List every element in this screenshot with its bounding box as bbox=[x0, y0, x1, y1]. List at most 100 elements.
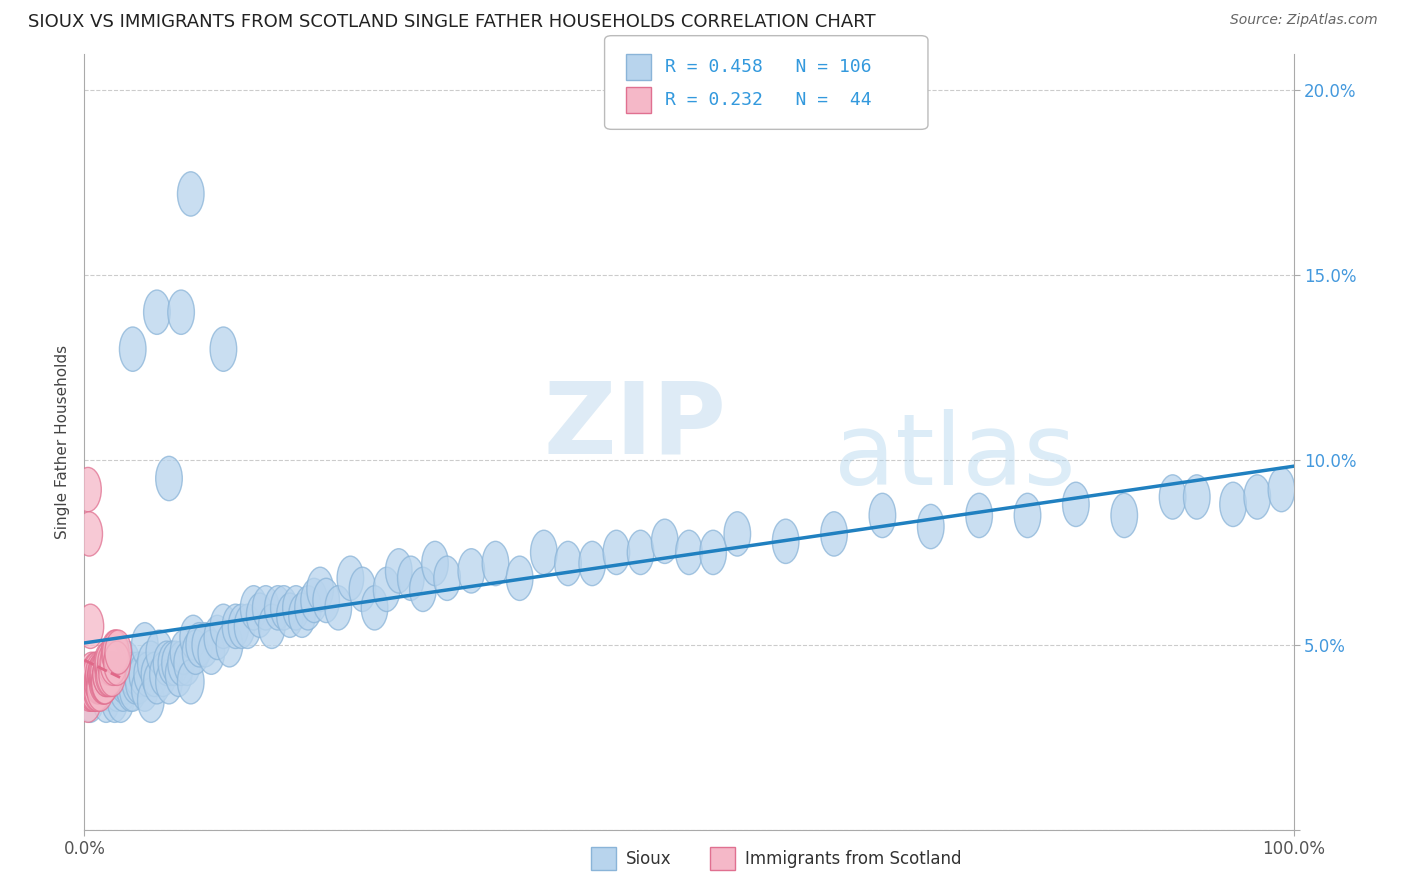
Ellipse shape bbox=[107, 652, 134, 697]
Ellipse shape bbox=[79, 652, 105, 697]
Ellipse shape bbox=[153, 641, 180, 685]
Ellipse shape bbox=[90, 652, 117, 697]
Ellipse shape bbox=[107, 678, 134, 723]
Ellipse shape bbox=[138, 678, 165, 723]
Ellipse shape bbox=[166, 652, 193, 697]
Ellipse shape bbox=[149, 652, 176, 697]
Ellipse shape bbox=[1244, 475, 1271, 519]
Ellipse shape bbox=[80, 667, 107, 711]
Ellipse shape bbox=[111, 659, 138, 704]
Text: Source: ZipAtlas.com: Source: ZipAtlas.com bbox=[1230, 13, 1378, 28]
Ellipse shape bbox=[129, 652, 156, 697]
Ellipse shape bbox=[132, 667, 157, 711]
Ellipse shape bbox=[193, 623, 218, 667]
Ellipse shape bbox=[91, 659, 118, 704]
Ellipse shape bbox=[104, 641, 131, 685]
Text: atlas: atlas bbox=[834, 409, 1076, 506]
Ellipse shape bbox=[966, 493, 993, 538]
Ellipse shape bbox=[157, 641, 184, 685]
Ellipse shape bbox=[93, 652, 120, 697]
Ellipse shape bbox=[83, 652, 110, 697]
Ellipse shape bbox=[87, 667, 114, 711]
Ellipse shape bbox=[627, 530, 654, 574]
Ellipse shape bbox=[124, 652, 150, 697]
Ellipse shape bbox=[217, 623, 243, 667]
Ellipse shape bbox=[105, 659, 132, 704]
Ellipse shape bbox=[141, 652, 167, 697]
Ellipse shape bbox=[434, 556, 460, 600]
Ellipse shape bbox=[80, 659, 107, 704]
Ellipse shape bbox=[162, 641, 188, 685]
Ellipse shape bbox=[86, 659, 112, 704]
Ellipse shape bbox=[101, 659, 128, 704]
Ellipse shape bbox=[83, 667, 110, 711]
Ellipse shape bbox=[1063, 483, 1090, 526]
Ellipse shape bbox=[76, 512, 103, 556]
Ellipse shape bbox=[120, 327, 146, 371]
Ellipse shape bbox=[77, 678, 104, 723]
Ellipse shape bbox=[603, 530, 630, 574]
Ellipse shape bbox=[374, 567, 399, 612]
Ellipse shape bbox=[156, 457, 183, 500]
Ellipse shape bbox=[75, 467, 101, 512]
Ellipse shape bbox=[101, 678, 128, 723]
Ellipse shape bbox=[86, 652, 112, 697]
Ellipse shape bbox=[288, 593, 315, 638]
Ellipse shape bbox=[349, 567, 375, 612]
Text: ZIP: ZIP bbox=[544, 377, 727, 475]
Ellipse shape bbox=[89, 652, 115, 697]
Ellipse shape bbox=[170, 630, 197, 674]
Ellipse shape bbox=[89, 652, 115, 697]
Ellipse shape bbox=[167, 290, 194, 334]
Ellipse shape bbox=[1014, 493, 1040, 538]
Ellipse shape bbox=[724, 512, 751, 556]
Ellipse shape bbox=[96, 659, 122, 704]
Ellipse shape bbox=[209, 327, 236, 371]
Ellipse shape bbox=[772, 519, 799, 564]
Ellipse shape bbox=[398, 556, 425, 600]
Ellipse shape bbox=[177, 659, 204, 704]
Text: Immigrants from Scotland: Immigrants from Scotland bbox=[745, 849, 962, 868]
Ellipse shape bbox=[90, 659, 117, 704]
Ellipse shape bbox=[120, 652, 146, 697]
Ellipse shape bbox=[79, 667, 105, 711]
Text: R = 0.458   N = 106: R = 0.458 N = 106 bbox=[665, 58, 872, 76]
Ellipse shape bbox=[186, 623, 212, 667]
Ellipse shape bbox=[97, 667, 124, 711]
Ellipse shape bbox=[530, 530, 557, 574]
Ellipse shape bbox=[1160, 475, 1185, 519]
Ellipse shape bbox=[122, 659, 149, 704]
Ellipse shape bbox=[506, 556, 533, 600]
Ellipse shape bbox=[76, 667, 103, 711]
Ellipse shape bbox=[174, 641, 201, 685]
Ellipse shape bbox=[143, 659, 170, 704]
Ellipse shape bbox=[222, 604, 249, 648]
Ellipse shape bbox=[1220, 483, 1246, 526]
Ellipse shape bbox=[134, 652, 160, 697]
Ellipse shape bbox=[96, 652, 122, 697]
Ellipse shape bbox=[259, 604, 285, 648]
Ellipse shape bbox=[458, 549, 485, 593]
Ellipse shape bbox=[93, 678, 120, 723]
Ellipse shape bbox=[409, 567, 436, 612]
Ellipse shape bbox=[361, 586, 388, 630]
Ellipse shape bbox=[204, 615, 231, 659]
Ellipse shape bbox=[80, 659, 105, 704]
Ellipse shape bbox=[177, 172, 204, 216]
Ellipse shape bbox=[75, 678, 101, 723]
Ellipse shape bbox=[167, 641, 194, 685]
Ellipse shape bbox=[83, 659, 110, 704]
Ellipse shape bbox=[120, 667, 146, 711]
Text: R = 0.232   N =  44: R = 0.232 N = 44 bbox=[665, 91, 872, 109]
Ellipse shape bbox=[482, 541, 509, 586]
Ellipse shape bbox=[246, 593, 273, 638]
Ellipse shape bbox=[101, 630, 128, 674]
Ellipse shape bbox=[125, 659, 152, 704]
Ellipse shape bbox=[555, 541, 581, 586]
Ellipse shape bbox=[100, 641, 127, 685]
Ellipse shape bbox=[82, 659, 108, 704]
Ellipse shape bbox=[651, 519, 678, 564]
Ellipse shape bbox=[94, 641, 121, 685]
Ellipse shape bbox=[143, 290, 170, 334]
Ellipse shape bbox=[87, 659, 114, 704]
